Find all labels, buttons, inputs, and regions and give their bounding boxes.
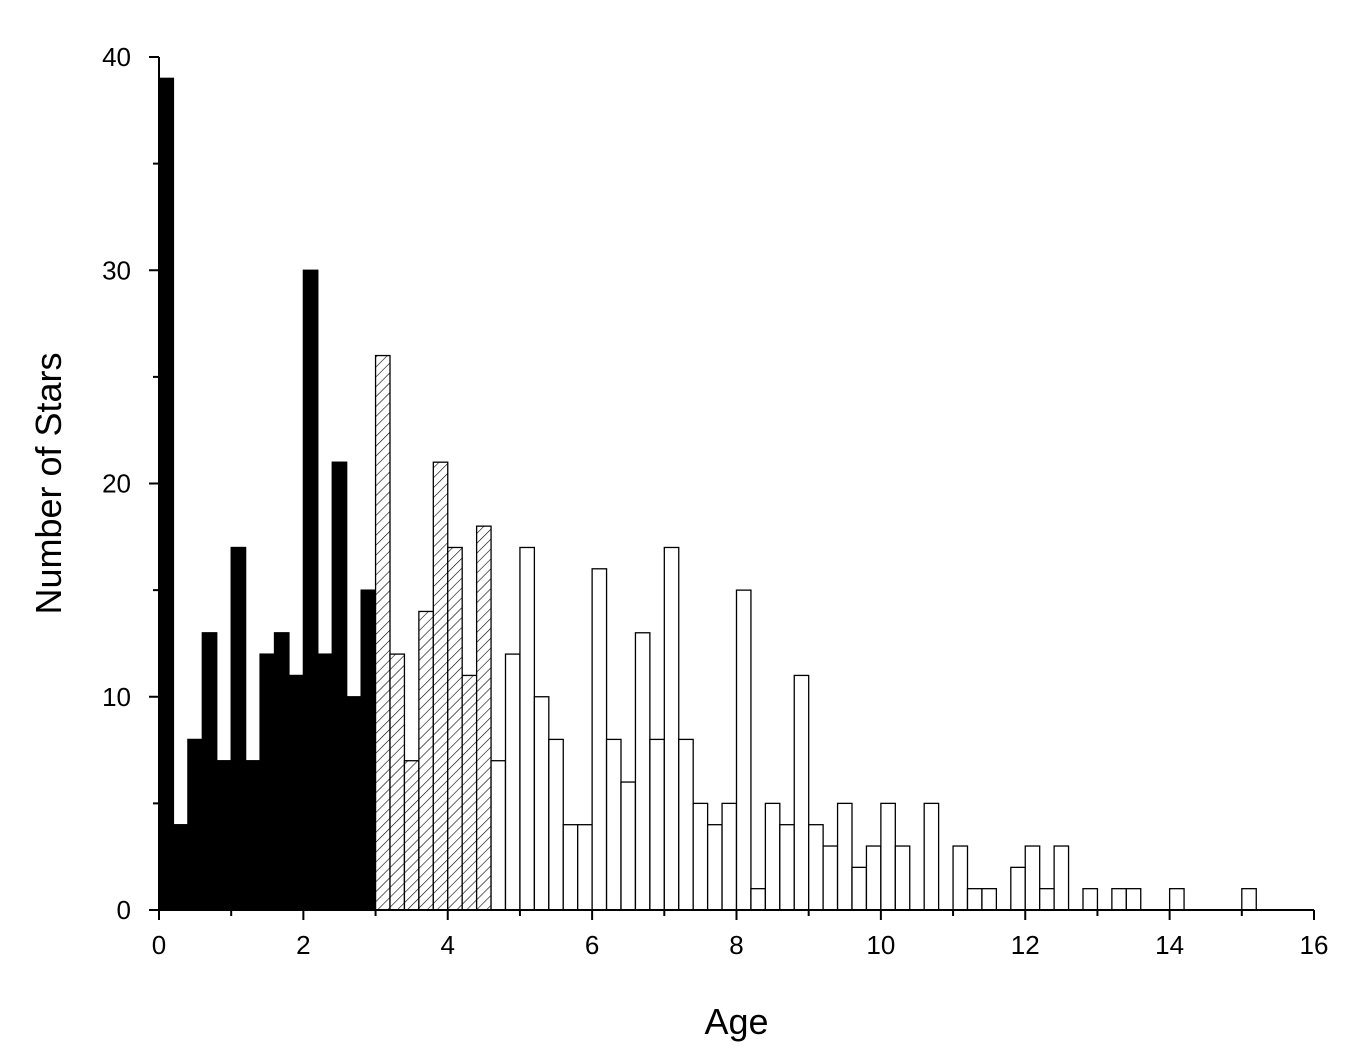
histogram-bar	[1024, 845, 1041, 911]
histogram-bar	[894, 845, 911, 911]
histogram-bar	[808, 824, 824, 911]
x-tick-label: 12	[1011, 930, 1040, 960]
histogram-bar	[1039, 888, 1055, 911]
x-tick-label: 0	[152, 930, 166, 960]
histogram-bar	[317, 653, 333, 911]
histogram-bar	[966, 888, 983, 911]
histogram-bar	[389, 653, 406, 911]
histogram-bar	[981, 888, 998, 911]
histogram-bar	[461, 674, 478, 911]
histogram-bar	[851, 866, 868, 911]
histogram-bar	[360, 589, 377, 911]
histogram-bar	[649, 738, 665, 911]
histogram-bar	[735, 589, 752, 911]
histogram-bar	[1111, 888, 1127, 911]
histogram-bar	[216, 760, 232, 911]
histogram-bar	[865, 845, 882, 911]
histogram-bar	[764, 802, 781, 911]
histogram-bar	[1168, 888, 1185, 911]
histogram-bar	[548, 738, 564, 911]
y-tick-label: 20	[102, 469, 131, 499]
x-tick-label: 14	[1155, 930, 1184, 960]
histogram-bar	[244, 760, 261, 911]
histogram-bar	[605, 738, 622, 911]
x-tick-label: 6	[585, 930, 599, 960]
histogram-bar	[172, 824, 189, 911]
y-tick-label: 10	[102, 682, 131, 712]
histogram-bar	[187, 738, 203, 911]
histogram-bar	[634, 632, 651, 911]
histogram-bar	[346, 696, 362, 911]
y-tick-label: 40	[102, 42, 131, 72]
histogram-bar	[418, 610, 434, 911]
histogram-bar	[374, 354, 391, 911]
axes-group: 0 2 4 6 8 10 12 14 16 0 10 20 30 40	[102, 42, 1328, 960]
y-axis-title: Number of Stars	[28, 352, 69, 614]
histogram-bar	[302, 269, 319, 911]
histogram-bar	[721, 802, 738, 911]
histogram-bar	[1125, 888, 1142, 911]
histogram-bar	[591, 568, 608, 911]
histogram-bar	[562, 824, 579, 911]
histogram-bar	[692, 802, 709, 911]
histogram-bar	[158, 77, 175, 911]
histogram-bar	[822, 845, 839, 911]
histogram-bar	[663, 546, 680, 911]
x-tick-label: 4	[441, 930, 455, 960]
y-tick-label: 30	[102, 255, 131, 285]
histogram-bar	[504, 653, 521, 911]
x-tick-label: 8	[729, 930, 743, 960]
histogram-bar	[403, 760, 420, 911]
histogram-bar	[706, 824, 723, 911]
histogram-bar	[1010, 866, 1026, 911]
histogram-bar	[952, 845, 969, 911]
histogram-bar	[288, 674, 305, 911]
histogram-bar	[793, 674, 810, 911]
histogram-bar	[1241, 888, 1257, 911]
histogram-bar	[1053, 845, 1070, 911]
histogram-bar	[230, 546, 247, 911]
histogram-bar	[519, 546, 536, 911]
x-axis-title: Age	[704, 1001, 768, 1042]
histogram-bar	[475, 525, 492, 911]
x-tick-label: 16	[1300, 930, 1329, 960]
histogram-bar	[620, 781, 637, 911]
histogram-bar	[678, 738, 694, 911]
histogram-bar	[273, 632, 290, 911]
histogram-bar	[533, 696, 550, 911]
y-tick-label: 0	[117, 895, 131, 925]
histogram-bar	[331, 461, 348, 911]
histogram-bar	[836, 802, 853, 911]
histogram-bar	[447, 546, 463, 911]
histogram-bar	[577, 824, 593, 911]
histogram-bar	[1082, 888, 1099, 911]
histogram-bar	[880, 802, 896, 911]
histogram-bar	[490, 760, 507, 911]
histogram-bar	[779, 824, 795, 911]
histogram-bar	[259, 653, 276, 911]
bars-group	[158, 77, 1257, 911]
histogram-bar	[750, 888, 767, 911]
histogram-bar	[923, 802, 940, 911]
histogram-bar	[432, 461, 449, 911]
x-tick-label: 10	[866, 930, 895, 960]
x-tick-label: 2	[296, 930, 310, 960]
histogram-bar	[201, 632, 218, 911]
